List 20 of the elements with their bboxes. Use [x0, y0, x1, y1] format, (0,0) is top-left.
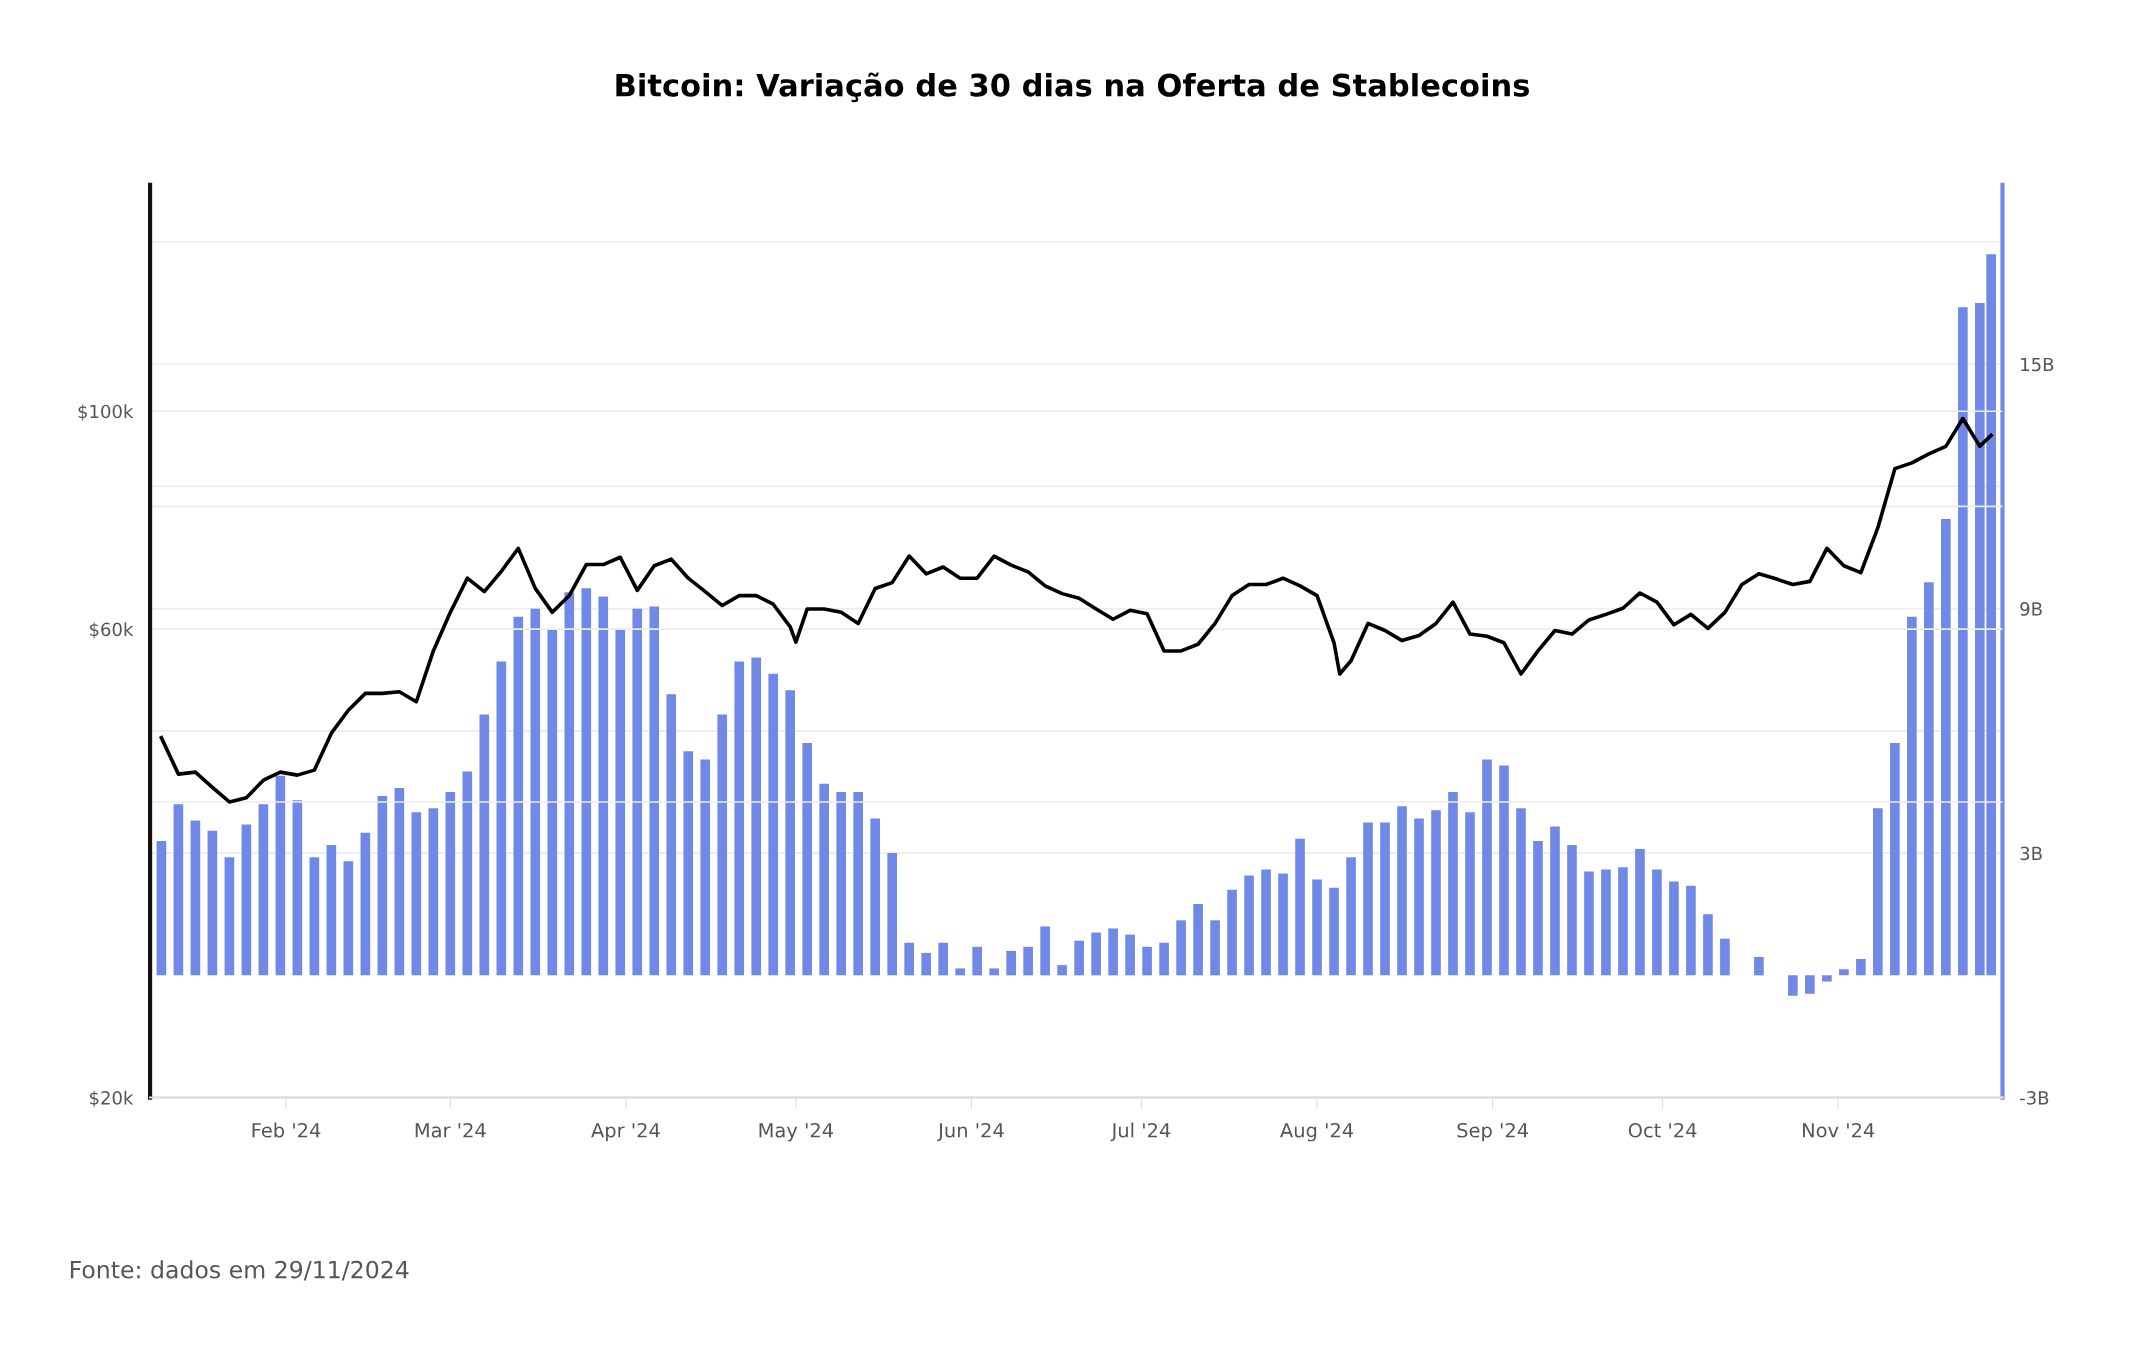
y-tick-label: $60k — [89, 622, 134, 639]
chart-title: Bitcoin: Variação de 30 dias na Oferta de Stablecoins — [616, 72, 1529, 103]
x-tick-label: Jul '24 — [1110, 1122, 1171, 1142]
y2-tick-label: 3B — [2020, 846, 2042, 861]
x-tick-label: Mar '24 — [415, 1122, 486, 1138]
x-tick-label: May '24 — [759, 1122, 834, 1142]
line-series — [159, 416, 1993, 804]
y2-tick-label: 9B — [2020, 602, 2042, 616]
y-tick-label: $100k — [78, 404, 134, 421]
x-tick-label: Nov '24 — [1803, 1122, 1875, 1138]
source-note: Fonte: dados em 29/11/2024 — [70, 1260, 409, 1281]
y2-tick-label: 15B — [2021, 357, 2054, 372]
x-tick-label: Aug '24 — [1280, 1122, 1354, 1142]
x-tick-label: Feb '24 — [252, 1122, 321, 1138]
x-tick-label: Sep '24 — [1457, 1122, 1529, 1142]
x-tick-label: Apr '24 — [591, 1122, 660, 1142]
y2-tick-label: -3B — [2020, 1091, 2049, 1105]
x-tick-label: Oct '24 — [1628, 1122, 1697, 1138]
x-tick-label: Jun '24 — [937, 1122, 1004, 1142]
y-tick-label: $20k — [89, 1090, 134, 1108]
